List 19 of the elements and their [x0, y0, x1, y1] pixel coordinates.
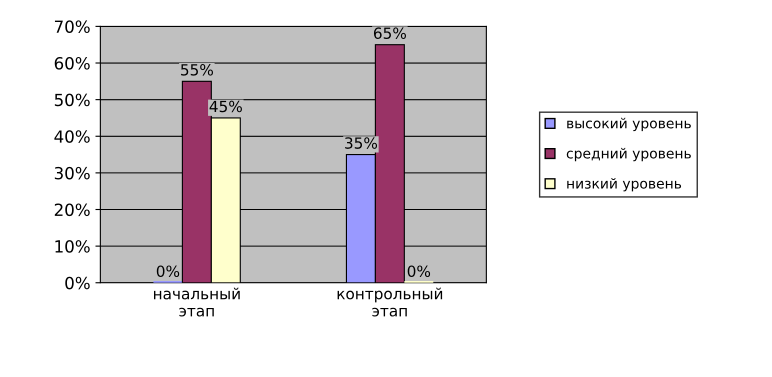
data-label: 45%	[210, 100, 242, 112]
y-tick-label: 50%	[54, 94, 90, 106]
data-label: 0%	[408, 265, 430, 278]
legend-label: средний уровень	[566, 148, 691, 162]
legend-label: высокий уровень	[567, 118, 691, 132]
y-tick-label: 70%	[54, 20, 90, 33]
y-tick-label: 40%	[54, 130, 90, 143]
y-tick-label: 0%	[65, 276, 90, 290]
x-tick-label: контрольный этап	[338, 288, 442, 317]
y-tick-label: 20%	[54, 203, 90, 216]
data-label: 0%	[156, 265, 180, 278]
y-tick-label: 30%	[54, 166, 90, 180]
y-tick-label: 10%	[55, 240, 90, 253]
legend-label: низкий уровень	[567, 178, 682, 192]
data-label: 65%	[374, 27, 406, 39]
x-tick-label: начальный этап	[154, 288, 240, 317]
data-label: 55%	[181, 64, 213, 76]
data-label: 35%	[345, 137, 378, 149]
y-tick-label: 60%	[54, 56, 90, 70]
